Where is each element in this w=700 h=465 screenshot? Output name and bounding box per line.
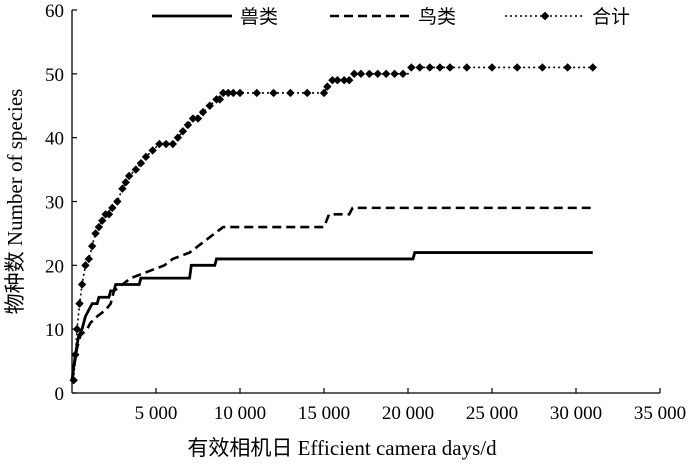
series-marker xyxy=(178,127,188,136)
series-marker xyxy=(345,76,354,85)
series-marker xyxy=(69,376,78,385)
series-line xyxy=(70,206,593,381)
series-marker xyxy=(588,63,597,72)
series-marker xyxy=(205,101,214,110)
series-marker xyxy=(168,139,177,149)
series-marker xyxy=(94,222,104,232)
series-marker xyxy=(91,229,100,238)
series-marker xyxy=(350,69,359,79)
series-marker xyxy=(219,88,228,98)
y-tick-label: 60 xyxy=(45,1,64,22)
series-marker xyxy=(104,210,114,219)
y-axis-title: 物种数 Number of species xyxy=(3,89,27,315)
x-tick-label: 25 000 xyxy=(466,403,518,424)
legend-label: 合计 xyxy=(592,6,630,28)
series-marker xyxy=(487,63,497,72)
series-marker xyxy=(365,69,374,79)
series-marker xyxy=(538,63,547,72)
legend-label: 兽类 xyxy=(240,6,278,28)
x-tick-label: 5 000 xyxy=(135,403,178,424)
series-marker xyxy=(235,88,245,98)
legend-label: 鸟类 xyxy=(418,6,456,28)
y-tick-label: 30 xyxy=(45,193,64,214)
y-tick-label: 10 xyxy=(45,320,64,341)
series-marker xyxy=(286,88,295,98)
series-marker xyxy=(435,63,445,72)
series-marker xyxy=(131,165,141,174)
legend-item: 合计 xyxy=(505,6,630,28)
series-marker xyxy=(84,254,93,264)
series-marker xyxy=(462,63,471,72)
series-marker xyxy=(136,159,146,168)
series-marker xyxy=(513,63,522,72)
x-tick-label: 15 000 xyxy=(298,403,350,424)
series-marker xyxy=(339,76,349,85)
series-marker xyxy=(198,107,208,117)
series-marker xyxy=(563,63,572,72)
x-tick-label: 10 000 xyxy=(214,403,266,424)
legend-item: 兽类 xyxy=(152,6,278,28)
series-marker xyxy=(373,69,382,79)
series-marker xyxy=(141,152,151,162)
series-marker xyxy=(72,324,82,334)
series-marker xyxy=(113,197,122,206)
series-marker xyxy=(381,69,391,79)
series-marker xyxy=(87,241,97,251)
series-marker xyxy=(155,139,164,149)
series-marker xyxy=(183,120,193,130)
series-marker xyxy=(148,146,157,155)
x-tick-label: 30 000 xyxy=(550,403,602,424)
series-marker xyxy=(398,69,408,79)
series-marker xyxy=(224,88,233,98)
series-line xyxy=(72,66,593,381)
series-marker xyxy=(252,88,261,98)
x-axis-title: 有效相机日 Efficient camera days/d xyxy=(187,436,497,460)
series-marker xyxy=(323,82,332,91)
y-tick-label: 20 xyxy=(45,256,64,277)
x-tick-label: 20 000 xyxy=(382,403,434,424)
series-marker xyxy=(75,299,84,308)
series-marker xyxy=(269,88,278,98)
series-marker xyxy=(328,76,337,85)
series-marker xyxy=(188,114,198,123)
y-tick-label: 40 xyxy=(45,129,64,150)
series-marker xyxy=(121,178,130,187)
series-marker xyxy=(356,69,366,79)
series-marker xyxy=(303,88,312,98)
series-line xyxy=(70,251,593,381)
series-2 xyxy=(69,63,597,385)
series-marker xyxy=(98,216,107,225)
legend-item: 鸟类 xyxy=(330,6,456,28)
series-marker xyxy=(77,280,87,289)
series-marker xyxy=(407,63,416,72)
series-1 xyxy=(70,206,593,381)
series-marker xyxy=(173,133,183,142)
series-marker xyxy=(161,139,171,149)
series-marker xyxy=(118,184,127,193)
series-marker xyxy=(425,63,435,72)
series-marker xyxy=(124,171,134,181)
series-0 xyxy=(70,251,593,381)
x-axis-ticks: 5 000 10 000 15 000 20 000 25 000 30 000 35 00… xyxy=(135,388,686,424)
series-marker xyxy=(81,261,90,270)
series-marker xyxy=(390,69,399,79)
series-marker xyxy=(71,350,80,359)
series-marker xyxy=(415,63,424,72)
y-tick-label: 50 xyxy=(45,65,64,86)
series-marker xyxy=(215,95,225,104)
y-axis-ticks: 0 10 20 30 40 50 60 xyxy=(45,1,77,405)
x-tick-label: 35 000 xyxy=(634,403,686,424)
series-marker xyxy=(445,63,455,72)
y-tick-label: 0 xyxy=(55,384,65,405)
series-marker xyxy=(193,114,203,123)
series-marker xyxy=(333,76,342,85)
series-marker xyxy=(319,88,329,98)
series-marker xyxy=(108,203,117,213)
series-layer xyxy=(69,63,597,385)
legend: 兽类 鸟类 合计 xyxy=(152,6,630,28)
legend-marker xyxy=(540,11,550,21)
series-marker xyxy=(229,88,238,98)
